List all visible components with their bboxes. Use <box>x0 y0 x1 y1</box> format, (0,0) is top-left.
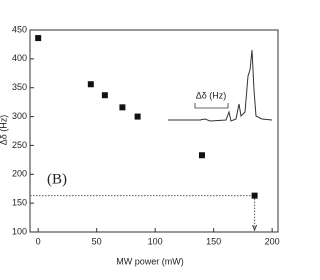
x-tick-label: 200 <box>265 236 280 246</box>
x-tick-label: 100 <box>148 236 163 246</box>
plot-frame <box>29 29 279 233</box>
y-tick-label: 250 <box>12 140 27 150</box>
point <box>35 35 42 42</box>
point <box>87 81 94 88</box>
y-tick-label: 400 <box>12 53 27 63</box>
x-tick-label: 150 <box>206 236 221 246</box>
y-tick-label: 100 <box>12 226 27 236</box>
inset-label: Δδ (Hz) <box>196 90 227 100</box>
y-axis-label: Δδ (Hz) <box>0 115 8 146</box>
point <box>251 192 258 199</box>
inset-spectrum: Δδ (Hz) <box>168 49 273 122</box>
point <box>198 152 205 159</box>
y-tick-label: 350 <box>12 82 27 92</box>
spectrum-line <box>168 49 273 122</box>
y-tick-label: 300 <box>12 111 27 121</box>
point <box>134 113 141 120</box>
x-tick-label: 50 <box>92 236 102 246</box>
y-tick-label: 200 <box>12 169 27 179</box>
point <box>119 104 126 111</box>
x-tick-label: 0 <box>36 236 41 246</box>
chart: (B) MW power (mW) Δδ (Hz) Δδ (Hz) 100 150… <box>0 24 280 266</box>
x-axis-label: MW power (mW) <box>116 256 184 266</box>
inset-bracket <box>194 103 229 109</box>
panel-label: (B) <box>47 171 67 187</box>
y-tick-label: 450 <box>12 24 27 34</box>
point <box>101 92 108 99</box>
arrow-head <box>252 224 258 232</box>
y-tick-label: 150 <box>12 198 27 208</box>
